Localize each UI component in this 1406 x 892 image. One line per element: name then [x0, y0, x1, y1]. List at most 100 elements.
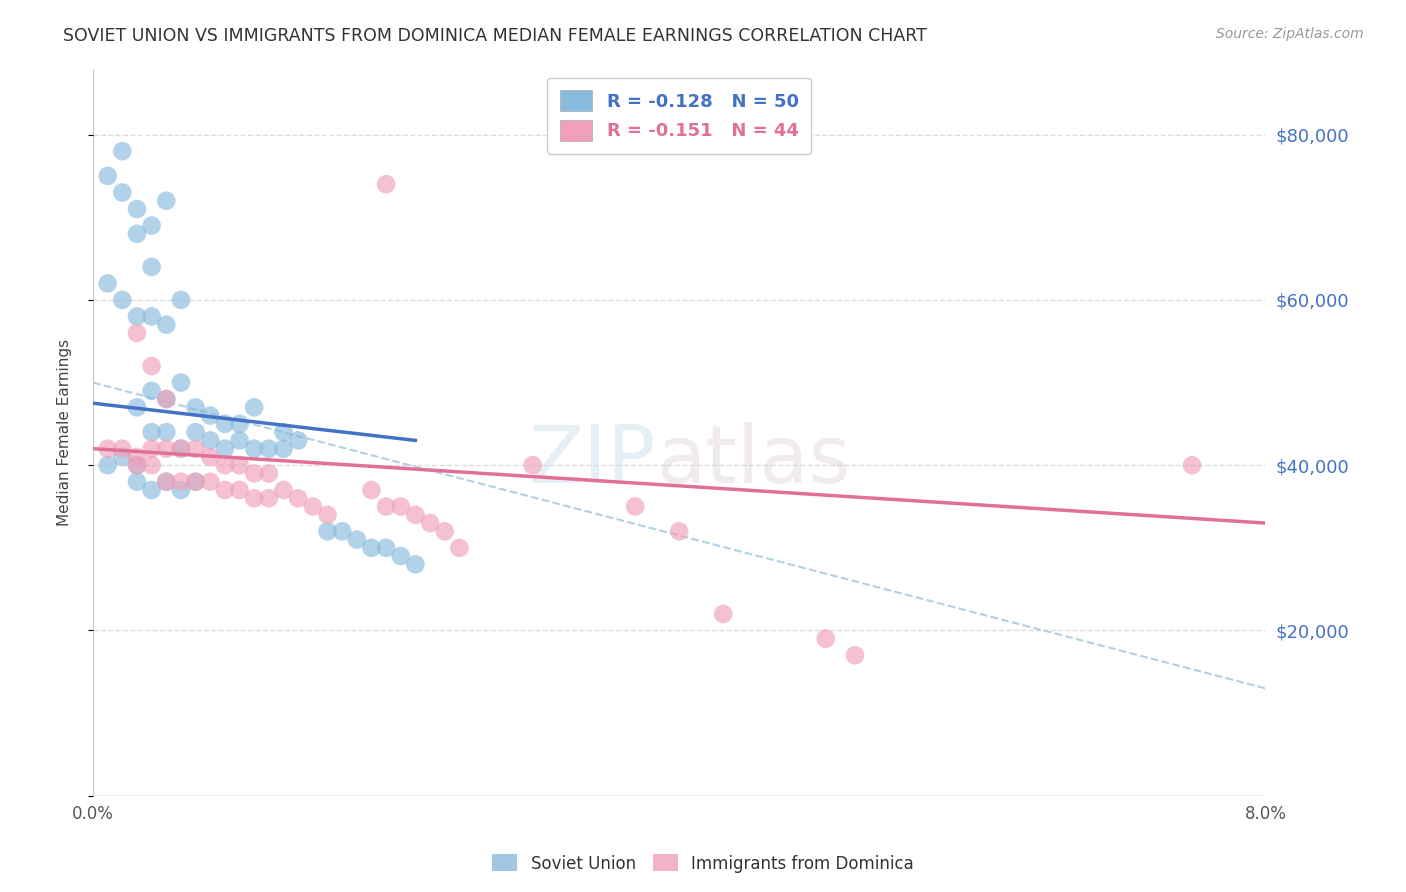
Point [170, 376, 193, 390]
Point [141, 442, 163, 456]
Point [243, 467, 266, 481]
Point [125, 475, 148, 489]
Text: ZIP: ZIP [529, 422, 655, 500]
Point [141, 483, 163, 497]
Point [155, 442, 177, 456]
Point [155, 194, 177, 208]
Point [243, 401, 266, 415]
Point [141, 458, 163, 473]
Point [170, 483, 193, 497]
Point [200, 475, 222, 489]
Point [228, 417, 250, 431]
Point [125, 458, 148, 473]
Point [184, 442, 207, 456]
Point [844, 648, 866, 663]
Point [141, 310, 163, 324]
Legend: R = -0.128   N = 50, R = -0.151   N = 44: R = -0.128 N = 50, R = -0.151 N = 44 [547, 78, 811, 153]
Point [97, 442, 120, 456]
Point [170, 293, 193, 307]
Point [419, 516, 441, 530]
Point [228, 434, 250, 448]
Point [184, 401, 207, 415]
Point [155, 392, 177, 406]
Point [243, 491, 266, 506]
Point [141, 425, 163, 439]
Point [111, 442, 134, 456]
Point [97, 458, 120, 473]
Point [155, 318, 177, 332]
Point [273, 442, 295, 456]
Point [214, 417, 236, 431]
Point [257, 467, 280, 481]
Point [404, 558, 426, 572]
Point [155, 392, 177, 406]
Point [316, 508, 339, 522]
Point [273, 483, 295, 497]
Point [346, 533, 368, 547]
Point [155, 425, 177, 439]
Point [200, 434, 222, 448]
Point [200, 450, 222, 464]
Point [141, 260, 163, 274]
Point [375, 178, 398, 192]
Point [97, 169, 120, 183]
Text: SOVIET UNION VS IMMIGRANTS FROM DOMINICA MEDIAN FEMALE EARNINGS CORRELATION CHAR: SOVIET UNION VS IMMIGRANTS FROM DOMINICA… [63, 27, 927, 45]
Point [257, 442, 280, 456]
Point [316, 524, 339, 539]
Point [814, 632, 837, 646]
Point [243, 442, 266, 456]
Point [449, 541, 471, 555]
Point [125, 227, 148, 241]
Point [155, 475, 177, 489]
Point [125, 450, 148, 464]
Point [155, 475, 177, 489]
Point [404, 508, 426, 522]
Point [125, 202, 148, 216]
Point [125, 326, 148, 340]
Point [330, 524, 353, 539]
Point [389, 500, 412, 514]
Point [170, 442, 193, 456]
Point [111, 293, 134, 307]
Point [111, 450, 134, 464]
Point [214, 442, 236, 456]
Point [170, 442, 193, 456]
Point [141, 384, 163, 398]
Point [200, 409, 222, 423]
Point [711, 607, 734, 621]
Point [125, 310, 148, 324]
Point [360, 483, 382, 497]
Y-axis label: Median Female Earnings: Median Female Earnings [58, 339, 72, 525]
Text: atlas: atlas [655, 422, 851, 500]
Point [389, 549, 412, 563]
Point [228, 483, 250, 497]
Point [125, 401, 148, 415]
Point [184, 475, 207, 489]
Point [111, 186, 134, 200]
Point [141, 359, 163, 373]
Point [433, 524, 456, 539]
Point [375, 541, 398, 555]
Point [141, 219, 163, 233]
Point [287, 434, 309, 448]
Point [273, 425, 295, 439]
Point [1181, 458, 1204, 473]
Point [287, 491, 309, 506]
Point [125, 458, 148, 473]
Point [184, 475, 207, 489]
Point [301, 500, 323, 514]
Point [170, 475, 193, 489]
Point [214, 458, 236, 473]
Point [360, 541, 382, 555]
Point [257, 491, 280, 506]
Point [624, 500, 647, 514]
Point [228, 458, 250, 473]
Point [522, 458, 544, 473]
Text: Source: ZipAtlas.com: Source: ZipAtlas.com [1216, 27, 1364, 41]
Point [668, 524, 690, 539]
Point [214, 483, 236, 497]
Legend: Soviet Union, Immigrants from Dominica: Soviet Union, Immigrants from Dominica [485, 847, 921, 880]
Point [184, 425, 207, 439]
Point [111, 144, 134, 158]
Point [375, 500, 398, 514]
